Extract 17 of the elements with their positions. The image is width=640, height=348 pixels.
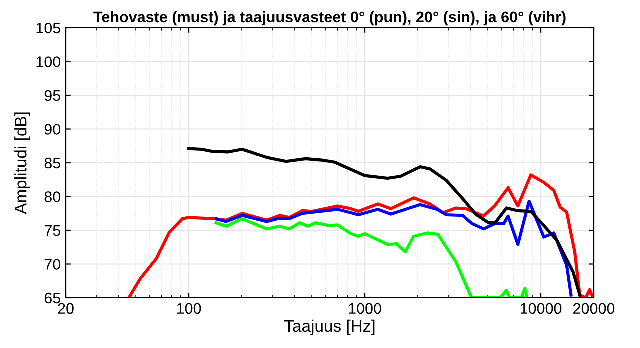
y-tick-label: 80 bbox=[44, 192, 61, 202]
y-tick-label: 100 bbox=[36, 56, 61, 68]
x-axis-title: Taajuus [Hz] bbox=[284, 320, 375, 336]
y-axis-title: Amplitudi [dB] bbox=[14, 112, 30, 214]
y-tick-label: 95 bbox=[44, 90, 60, 102]
x-tick-label: 20000 bbox=[574, 303, 615, 314]
y-tick-label: 75 bbox=[44, 226, 60, 236]
x-tick-label: 20 bbox=[58, 303, 74, 314]
y-tick-label: 90 bbox=[44, 124, 61, 135]
x-tick-label: 10000 bbox=[520, 303, 562, 314]
y-tick-label: 65 bbox=[44, 292, 60, 304]
y-tick-label: 85 bbox=[44, 158, 60, 169]
chart-title: Tehovaste (must) ja taajuusvasteet 0° (pun), 20° (sin), ja 60° (vihr) bbox=[94, 11, 566, 26]
x-tick-label: 100 bbox=[177, 303, 202, 314]
y-tick-label: 105 bbox=[36, 22, 60, 34]
x-tick-label: 1000 bbox=[349, 303, 382, 314]
y-tick-label: 70 bbox=[44, 259, 61, 270]
